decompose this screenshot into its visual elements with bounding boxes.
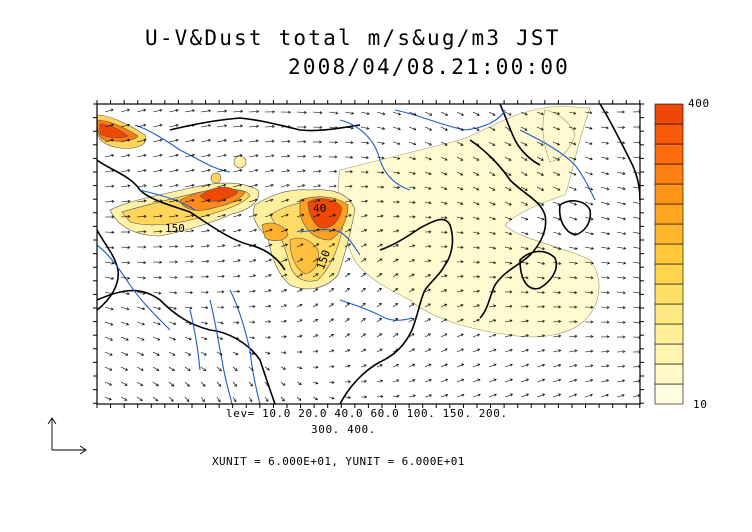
colorbar-swatch xyxy=(654,103,684,125)
colorbar-swatch xyxy=(654,183,684,205)
colorbar-swatch xyxy=(654,163,684,185)
chart-title-line1: U-V&Dust total m/s&ug/m3 JST xyxy=(145,26,561,50)
colorbar-max-label: 400 xyxy=(688,97,710,110)
contour-label: 150 xyxy=(314,248,333,271)
dust-region-central xyxy=(253,189,356,290)
colorbar-swatch xyxy=(654,143,684,165)
vector-axis-icon xyxy=(47,417,87,455)
colorbar-swatch xyxy=(654,123,684,145)
colorbar-min-label: 10 xyxy=(693,398,708,411)
chart-title-line2: 2008/04/08.21:00:00 xyxy=(288,55,571,79)
contour-levels-line2: 300. 400. xyxy=(311,423,377,436)
colorbar-swatch xyxy=(654,263,684,285)
colorbar-swatch xyxy=(654,303,684,325)
contour-label: 150 xyxy=(165,222,185,235)
map-content: 150 40 150 xyxy=(97,104,640,404)
coastlines xyxy=(97,104,640,404)
vector-units-note: XUNIT = 6.000E+01, YUNIT = 6.000E+01 xyxy=(212,455,465,468)
dust-plume-low xyxy=(337,105,600,338)
contour-label: 40 xyxy=(313,202,326,215)
colorbar-swatch xyxy=(654,343,684,365)
colorbar-swatch xyxy=(654,223,684,245)
colorbar-swatch xyxy=(654,323,684,345)
colorbar xyxy=(654,103,684,405)
wind-vector-field xyxy=(104,108,640,403)
contour-levels-line1: lev= 10.0 20.0 40.0 60.0 100. 150. 200. xyxy=(226,407,508,420)
colorbar-swatch xyxy=(654,383,684,405)
colorbar-swatch xyxy=(654,243,684,265)
colorbar-swatch xyxy=(654,283,684,305)
axis-ticks xyxy=(93,100,644,408)
dust-region-northwest xyxy=(97,114,147,149)
colorbar-swatch xyxy=(654,203,684,225)
colorbar-swatch xyxy=(654,363,684,385)
